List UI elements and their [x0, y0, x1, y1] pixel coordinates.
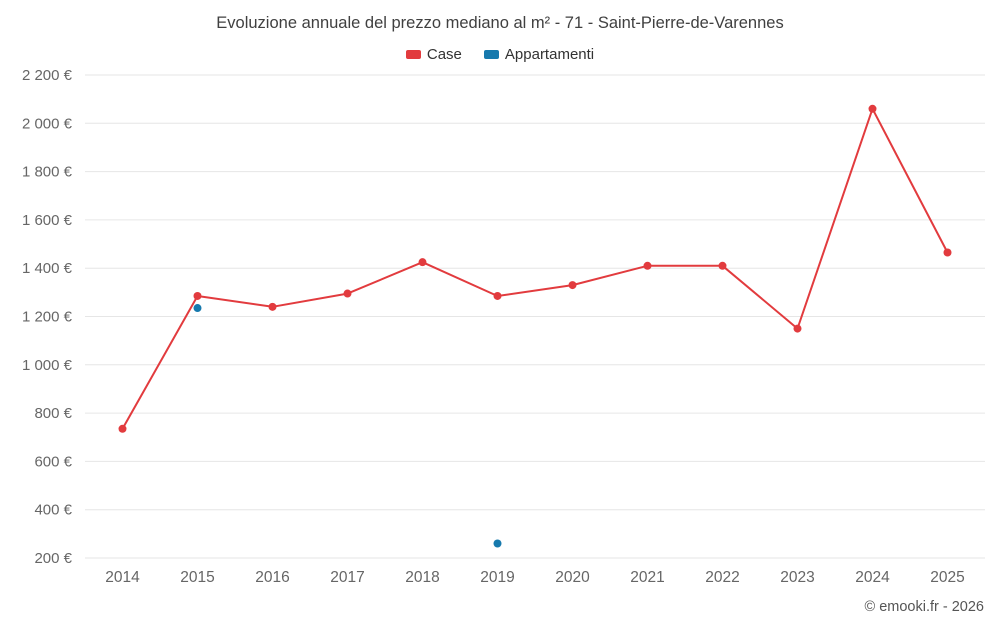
y-axis-tick-label: 800 € — [34, 405, 72, 422]
case-point[interactable] — [418, 258, 427, 267]
y-axis-tick-label: 1 800 € — [22, 164, 73, 181]
appartamenti-legend-label: Appartamenti — [504, 46, 595, 63]
case-point[interactable] — [268, 302, 277, 311]
case-point[interactable] — [193, 291, 202, 300]
appartamenti-point[interactable] — [193, 304, 202, 313]
x-axis-tick-label: 2024 — [855, 569, 890, 586]
y-axis-tick-label: 600 € — [34, 453, 72, 470]
legend-item-case[interactable]: Case — [405, 46, 462, 63]
x-axis-tick-label: 2016 — [255, 569, 289, 586]
x-axis-tick-label: 2018 — [405, 569, 439, 586]
case-point[interactable] — [943, 248, 952, 257]
x-axis-tick-label: 2014 — [105, 569, 140, 586]
case-point[interactable] — [718, 261, 727, 270]
case-point[interactable] — [493, 291, 502, 300]
y-axis-tick-label: 2 200 € — [22, 67, 73, 84]
case-point[interactable] — [118, 424, 127, 433]
appartamenti-legend-marker-icon — [483, 50, 499, 59]
watermark: © emooki.fr - 2026 — [864, 599, 984, 615]
x-axis-tick-label: 2023 — [780, 569, 814, 586]
case-point[interactable] — [568, 281, 577, 290]
case-point[interactable] — [343, 289, 352, 298]
y-axis-tick-label: 2 000 € — [22, 115, 73, 132]
y-axis-tick-label: 1 600 € — [22, 212, 73, 229]
x-axis-tick-label: 2015 — [180, 569, 214, 586]
legend-item-appartamenti[interactable]: Appartamenti — [483, 46, 595, 63]
x-axis-tick-label: 2022 — [705, 569, 739, 586]
x-axis-tick-label: 2020 — [555, 569, 590, 586]
x-axis-tick-label: 2021 — [630, 569, 664, 586]
chart-title: Evoluzione annuale del prezzo mediano al… — [216, 14, 784, 32]
x-axis-tick-label: 2017 — [330, 569, 364, 586]
x-axis-tick-label: 2019 — [480, 569, 514, 586]
case-line — [121, 107, 949, 430]
case-point[interactable] — [868, 104, 877, 113]
case-legend-label: Case — [426, 46, 462, 63]
case-point[interactable] — [793, 324, 802, 333]
y-axis-tick-label: 400 € — [34, 502, 72, 519]
case-point[interactable] — [643, 261, 652, 270]
y-axis-tick-label: 1 200 € — [22, 309, 73, 326]
y-axis-tick-label: 200 € — [34, 550, 72, 567]
case-legend-marker-icon — [405, 50, 421, 59]
x-axis-tick-label: 2025 — [930, 569, 964, 586]
y-axis-tick-label: 1 000 € — [22, 357, 73, 374]
y-axis-tick-label: 1 400 € — [22, 260, 73, 277]
appartamenti-point[interactable] — [493, 539, 502, 548]
chart-legend: Case Appartamenti — [0, 46, 1000, 63]
